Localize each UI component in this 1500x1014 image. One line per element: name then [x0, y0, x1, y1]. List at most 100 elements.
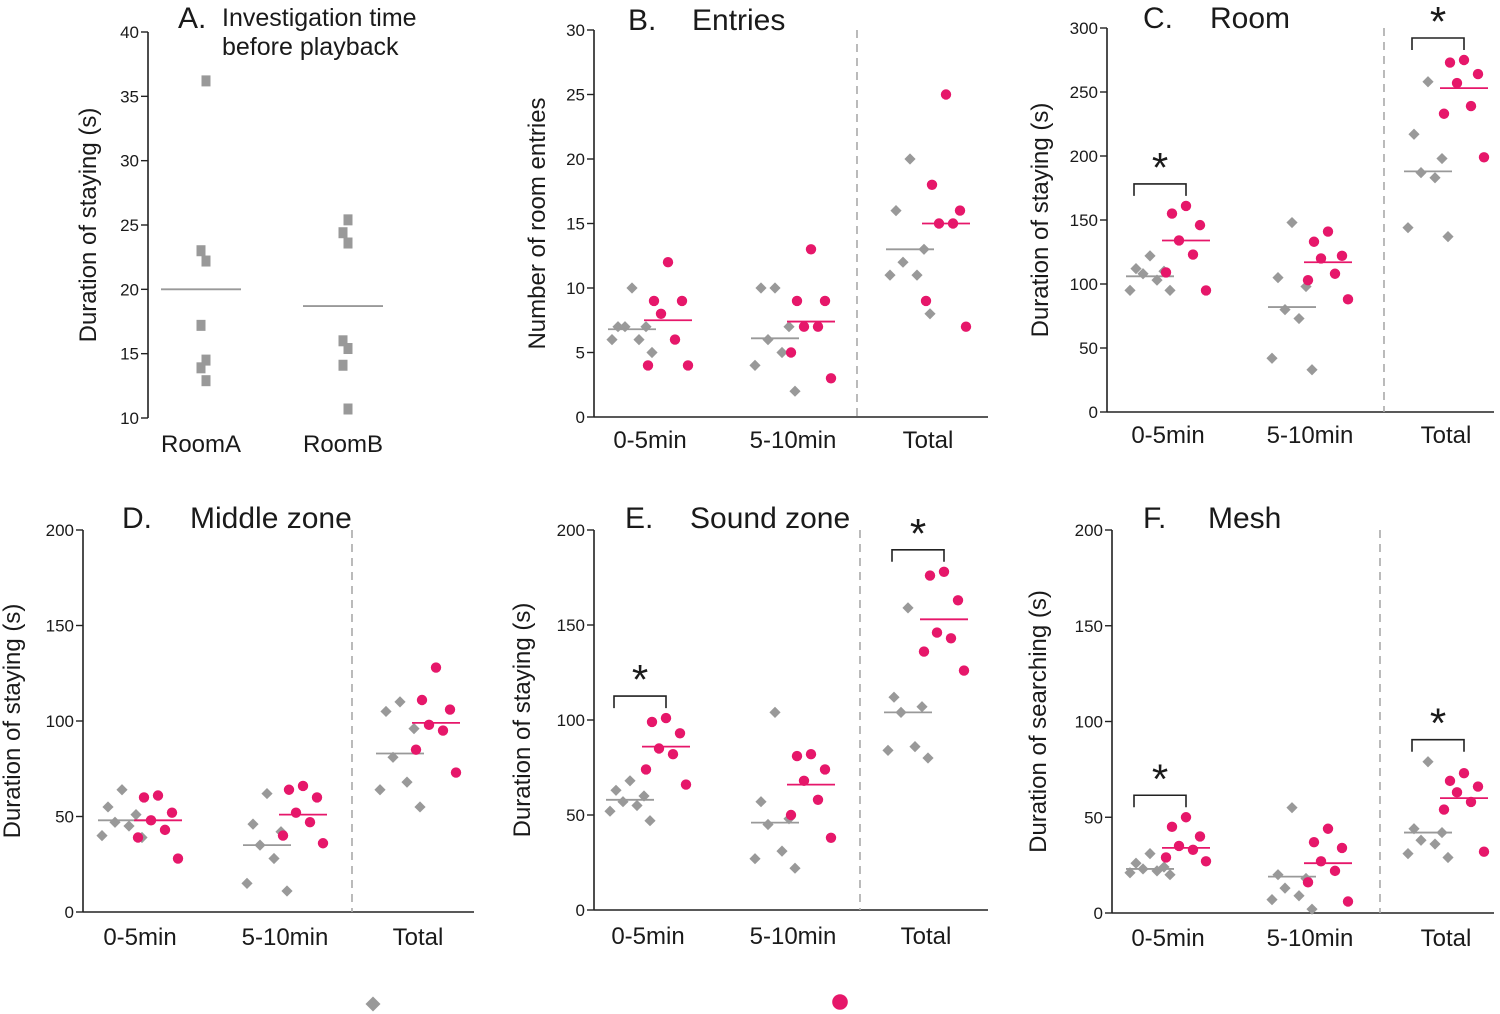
data-point	[1308, 836, 1320, 848]
category-label: 5-10min	[1267, 422, 1354, 449]
series-control	[1124, 756, 1454, 915]
data-point	[1422, 756, 1434, 768]
data-point	[380, 705, 392, 718]
panel-letter: D.	[122, 502, 152, 535]
data-point	[682, 360, 694, 371]
panel-letter: C.	[1143, 2, 1173, 35]
data-point	[1151, 274, 1163, 286]
data-point	[940, 89, 952, 100]
data-point	[343, 237, 353, 249]
y-tick-label: 100	[1070, 275, 1098, 294]
data-point	[241, 877, 253, 889]
y-tick-label: 25	[566, 86, 585, 105]
category-label: Total	[1421, 925, 1472, 952]
category-label: 0-5min	[1131, 925, 1204, 952]
data-point	[667, 749, 679, 760]
y-axis-label: Duration of staying (s)	[1027, 103, 1054, 338]
data-point	[1402, 222, 1414, 234]
data-point	[1322, 226, 1334, 237]
series-control	[96, 696, 426, 897]
y-tick-label: 15	[120, 345, 139, 364]
significance-star: *	[1430, 0, 1446, 45]
data-point	[1472, 781, 1484, 792]
data-point	[606, 334, 618, 346]
data-point	[1158, 861, 1170, 873]
panel-title: Room	[1210, 2, 1290, 35]
panel-letter: F.	[1143, 502, 1166, 535]
data-point	[1402, 848, 1414, 860]
data-point	[931, 627, 943, 638]
data-point	[1408, 128, 1420, 140]
data-point	[201, 255, 211, 267]
panel-letter: E.	[625, 502, 653, 535]
data-point	[1422, 76, 1434, 88]
data-point	[655, 308, 667, 319]
y-tick-label: 50	[1084, 808, 1103, 827]
data-point	[776, 845, 788, 857]
data-point	[789, 385, 801, 397]
data-point	[408, 723, 420, 735]
data-point	[1130, 857, 1142, 869]
data-point	[1465, 796, 1477, 808]
series-playback	[1160, 54, 1490, 305]
data-point	[1164, 284, 1176, 296]
data-point	[958, 665, 970, 676]
series-control	[161, 75, 383, 415]
data-point	[1302, 274, 1314, 286]
significance-star: *	[1152, 755, 1168, 802]
category-label: Total	[901, 923, 952, 950]
y-tick-label: 50	[566, 806, 585, 825]
data-point	[437, 725, 449, 736]
data-point	[924, 308, 936, 320]
data-point	[1166, 208, 1178, 219]
data-point	[798, 775, 810, 786]
data-point	[646, 346, 658, 359]
y-tick-label: 200	[1075, 521, 1103, 540]
y-tick-label: 15	[566, 215, 585, 234]
data-point	[1302, 877, 1314, 888]
category-label: Total	[1421, 422, 1472, 449]
panel-C: 0 50 100 150 200 250 300 Duration of staying (s…	[1027, 0, 1494, 449]
data-point	[769, 282, 781, 294]
data-point	[783, 321, 795, 333]
series-playback	[1160, 768, 1490, 907]
data-point	[640, 764, 652, 775]
panel-A: 10 15 20 25 30 35 40 Duration of staying (s) A. I…	[75, 2, 417, 458]
data-point	[1130, 263, 1142, 275]
data-point	[1279, 882, 1291, 894]
data-point	[317, 838, 329, 849]
y-axis-label: Duration of staying (s)	[75, 108, 102, 343]
data-point	[954, 205, 966, 216]
y-tick-label: 300	[1070, 19, 1098, 38]
data-point	[102, 801, 114, 813]
data-point	[1429, 838, 1441, 850]
significance-star: *	[1152, 144, 1168, 191]
data-point	[669, 334, 681, 345]
data-point	[920, 295, 932, 307]
data-point	[805, 749, 817, 760]
y-tick-label: 250	[1070, 83, 1098, 102]
data-point	[924, 570, 936, 581]
y-tick-label: 10	[566, 279, 585, 298]
panel-title-line-1: Investigation time	[222, 4, 417, 32]
significance-bracket	[613, 695, 667, 709]
y-tick-label: 100	[46, 712, 74, 731]
y-tick-label: 30	[120, 152, 139, 171]
data-point	[1336, 842, 1348, 854]
data-point	[1465, 100, 1477, 112]
y-tick-label: 0	[65, 903, 74, 922]
data-point	[1451, 77, 1463, 89]
data-point	[798, 321, 810, 332]
data-point	[1286, 802, 1298, 814]
y-tick-label: 40	[120, 23, 139, 42]
data-point	[123, 820, 135, 832]
data-point	[812, 321, 824, 332]
panel-title: Sound zone	[690, 502, 850, 535]
data-point	[897, 256, 909, 268]
data-point	[1286, 216, 1298, 229]
data-point	[1180, 812, 1192, 823]
category-label: Total	[393, 924, 444, 951]
data-point	[916, 701, 928, 713]
y-tick-label: 30	[566, 21, 585, 40]
category-label: 5-10min	[750, 427, 837, 454]
